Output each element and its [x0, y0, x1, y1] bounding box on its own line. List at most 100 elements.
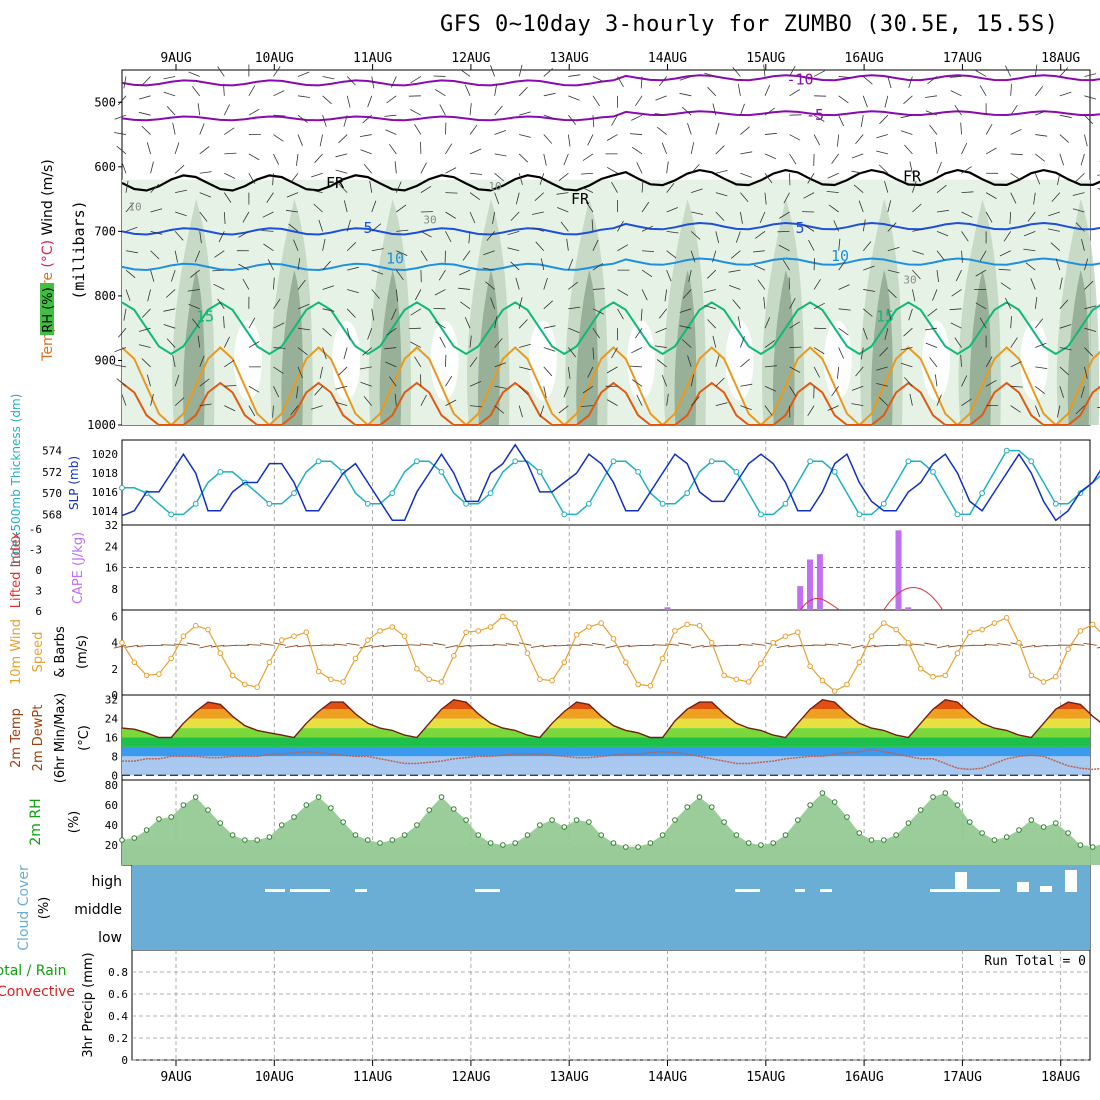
wind-speed-point	[1028, 672, 1035, 679]
wind-barb	[163, 76, 176, 80]
li-tick-label: -3	[29, 544, 42, 557]
cloud-tick-label: middle	[74, 902, 122, 918]
wind-barb	[999, 250, 1011, 257]
wind-barb	[410, 109, 422, 116]
thickness-axis-label: 1000-500mb Thickness (dm)	[9, 394, 23, 567]
wind-barb	[728, 269, 741, 273]
wind-barb	[388, 143, 397, 155]
wind-barb	[592, 327, 600, 339]
wind-barb	[515, 277, 520, 290]
wind-barb	[150, 161, 154, 174]
temp-band	[122, 728, 1090, 738]
wind-barb	[322, 260, 331, 271]
wind-barb	[199, 211, 208, 222]
wind-speed-point	[119, 639, 125, 646]
rh-point	[352, 832, 359, 838]
rh-point	[143, 827, 150, 833]
wind-barb	[519, 134, 531, 138]
wind-barb	[752, 250, 765, 253]
date-label-top: 9AUG	[160, 51, 191, 66]
wind-barb	[535, 241, 545, 251]
wind-barb	[782, 259, 790, 271]
rh-point	[881, 837, 887, 843]
wind-barb-10m	[652, 644, 667, 646]
wind-barb	[494, 405, 505, 414]
wind-barb	[1059, 91, 1072, 97]
rh-point	[156, 816, 162, 822]
wind-barb	[1084, 114, 1094, 125]
wind-barb	[636, 394, 643, 406]
wind-barb	[494, 83, 498, 96]
wind-barb	[266, 192, 274, 203]
pressure-tick-label: 700	[94, 224, 116, 238]
date-label-bottom: 11AUG	[353, 1070, 392, 1085]
wind-speed-point	[389, 624, 396, 630]
wind-barb	[223, 336, 230, 348]
wind-barb	[838, 284, 850, 290]
wind-barb	[150, 269, 155, 282]
wind-barb	[753, 264, 766, 271]
wind-barb	[838, 260, 847, 271]
wind-tick-label: 2	[111, 663, 118, 676]
cape-tick-label: 24	[105, 540, 119, 553]
wind-barb	[322, 308, 335, 312]
wind-barb	[560, 221, 569, 232]
wind-barb	[1059, 67, 1069, 77]
contour-label: FR	[903, 168, 922, 186]
wind-barb	[322, 238, 326, 251]
wind-barb	[925, 95, 938, 98]
dewpoint-series	[122, 748, 1100, 771]
cape-li-panel: -6 -3 0 3 6 32 24 16 8	[29, 519, 1090, 618]
wind-barb	[712, 335, 717, 348]
wind-barb	[1084, 73, 1097, 77]
wind-speed-point	[143, 672, 150, 679]
cape-bar	[905, 607, 912, 610]
wind-barb	[860, 347, 864, 360]
wind-barb	[837, 366, 840, 379]
wind-barb	[483, 250, 495, 256]
wind-barb	[813, 279, 821, 290]
wind-barb	[641, 201, 650, 213]
wind-barb	[391, 76, 397, 88]
wind-speed-point	[659, 655, 666, 662]
date-label-bottom: 16AUG	[845, 1070, 884, 1085]
wind-barb	[631, 347, 643, 354]
rh-tick-label: 80	[105, 779, 118, 792]
precip-conv-label: Convective	[0, 984, 75, 1000]
wind-barb	[199, 355, 205, 368]
pressure-tick-label: 900	[94, 353, 116, 367]
cloud-axis-unit: (%)	[37, 897, 52, 920]
wind-barb	[1034, 173, 1041, 185]
wind-barb	[735, 231, 741, 243]
wind-barb	[518, 153, 529, 163]
wind-barb	[715, 355, 720, 368]
cloud-gap	[795, 889, 805, 892]
wind-barb	[199, 192, 212, 198]
wind-barb	[687, 122, 692, 135]
wind-barb	[213, 283, 225, 290]
wind-barb	[150, 183, 160, 193]
wind-barb	[1059, 366, 1070, 376]
wind-barb	[114, 114, 127, 120]
thickness-series-point	[168, 511, 175, 518]
wind-barb	[146, 142, 151, 155]
wind-barb	[679, 308, 692, 313]
wind-barb	[371, 223, 382, 232]
wind-barb	[558, 172, 569, 182]
wind-barb	[707, 86, 717, 97]
wind-barb-10m	[898, 644, 913, 646]
wind-speed-point	[180, 633, 187, 640]
pressure-tick-label: 500	[94, 95, 116, 109]
cloud-gap	[290, 889, 330, 892]
wind-barb-10m	[579, 643, 593, 646]
wind-barb	[635, 327, 643, 339]
wind-barb	[764, 173, 773, 184]
wind-barb	[346, 95, 351, 108]
cloud-gap	[820, 889, 832, 892]
thickness-series-point	[192, 500, 199, 507]
wind-barb	[492, 211, 496, 224]
wind-barb	[666, 161, 669, 174]
wind-barb-10m	[1083, 642, 1097, 646]
wind-barb	[314, 153, 323, 164]
thickness-series-point	[758, 511, 764, 518]
